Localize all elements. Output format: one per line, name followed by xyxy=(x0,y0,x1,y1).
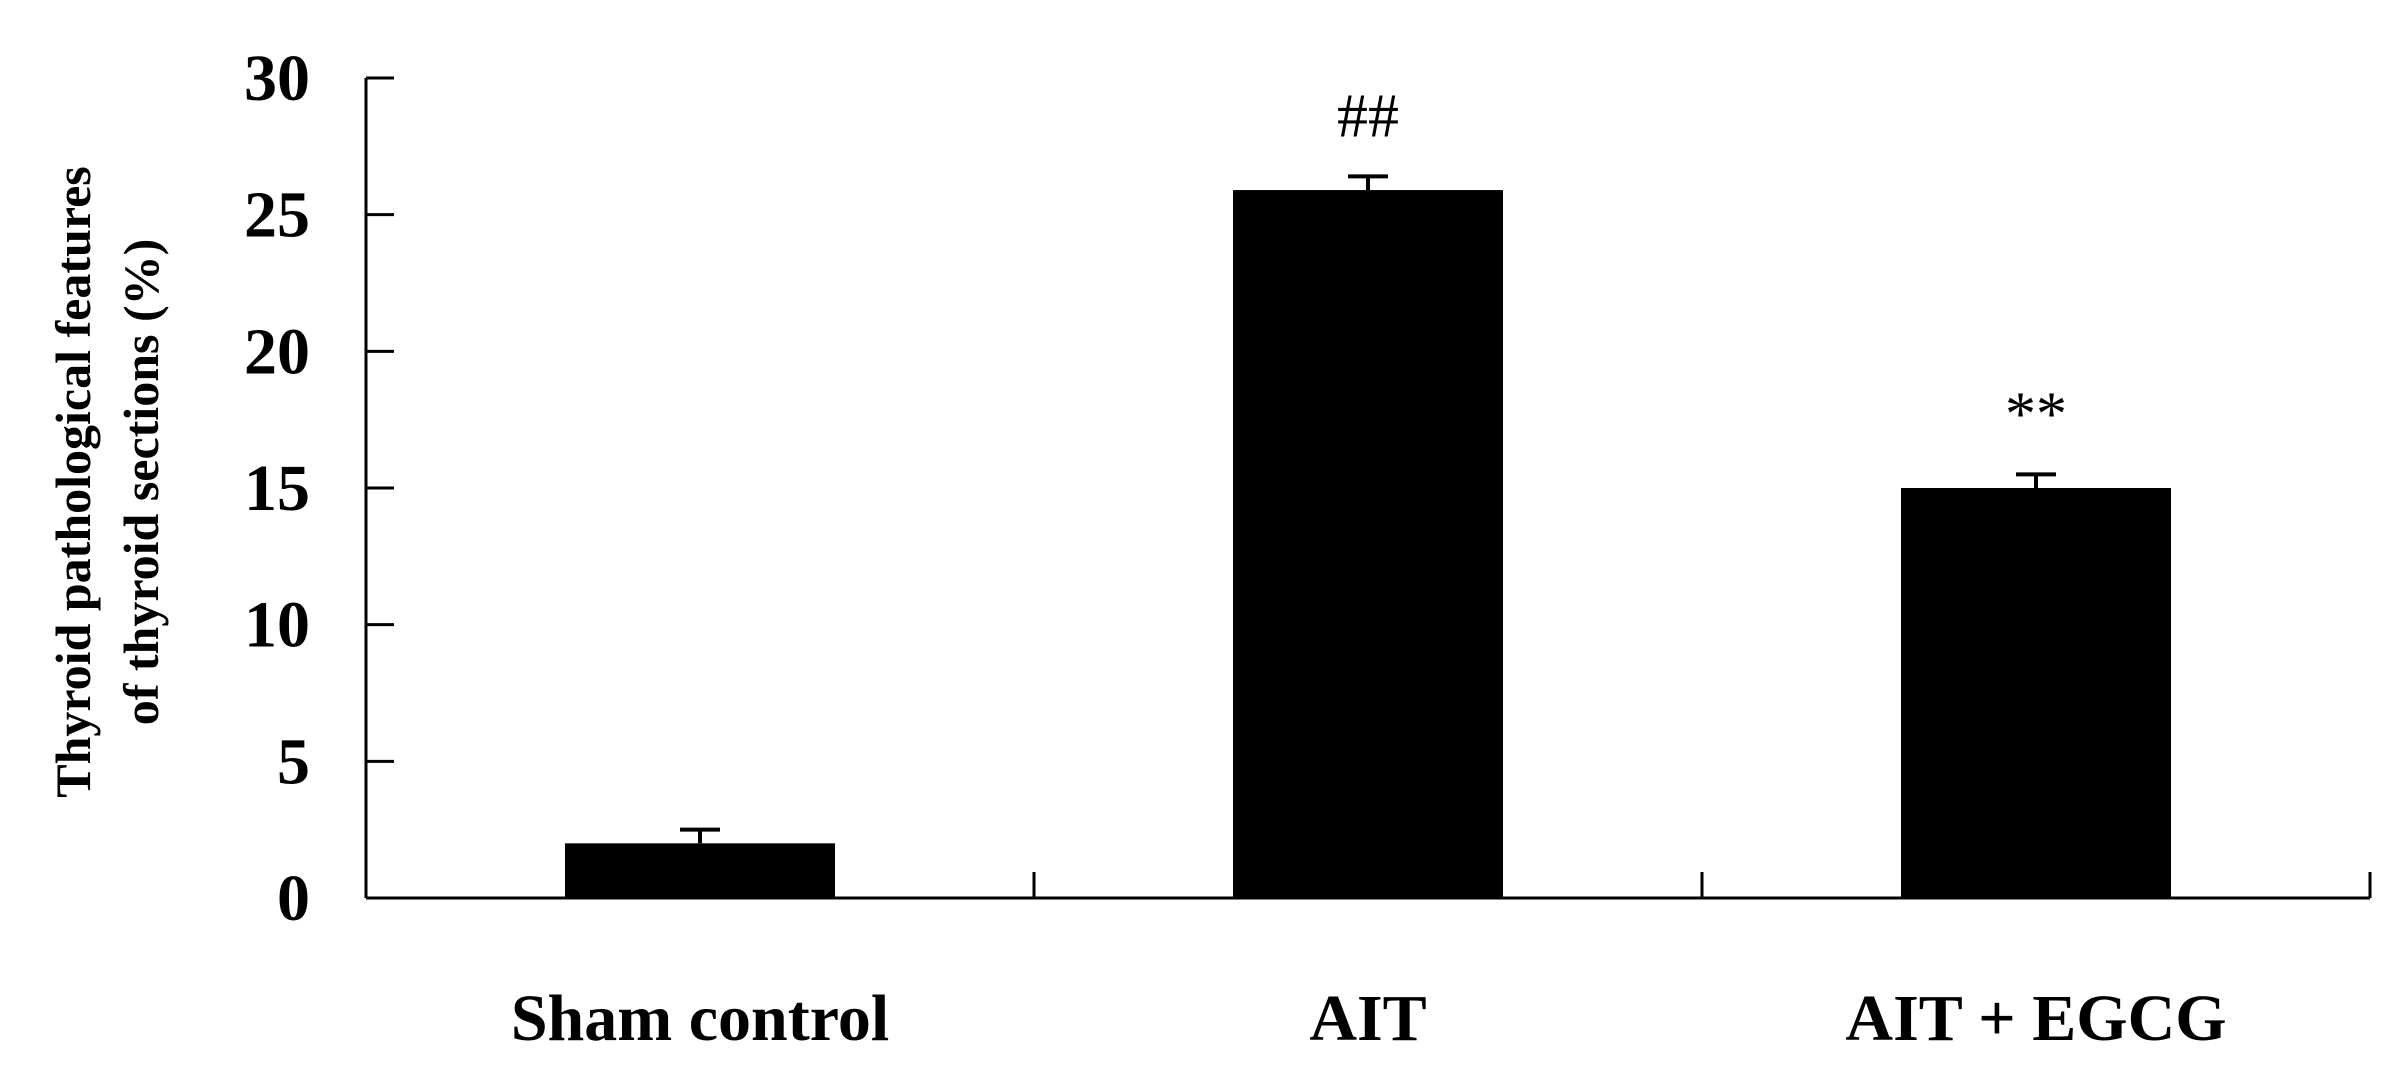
y-tick-label: 10 xyxy=(244,589,310,662)
y-axis-label-line-1: Thyroid pathological features xyxy=(45,166,101,798)
labels: Sham control ## AIT ** AIT + EGCG xyxy=(511,82,2227,1055)
bar xyxy=(1901,488,2171,898)
x-category-label: AIT + EGCG xyxy=(1845,982,2226,1055)
axes: 0 5 10 15 20 25 30 xyxy=(244,42,2372,935)
significance-annotation: ** xyxy=(2005,380,2067,448)
significance-annotation: ## xyxy=(1337,82,1399,150)
y-tick-label: 20 xyxy=(244,315,310,388)
bar xyxy=(565,843,835,898)
y-axis-label: Thyroid pathological features of thyroid… xyxy=(45,166,169,798)
y-tick-label: 25 xyxy=(244,179,310,252)
y-axis-label-line-2: of thyroid sections (%) xyxy=(113,239,169,726)
y-tick-label: 0 xyxy=(277,862,310,935)
y-tick-label: 5 xyxy=(277,725,310,798)
x-category-label: AIT xyxy=(1309,982,1426,1055)
y-tick-label: 15 xyxy=(244,452,310,525)
y-tick-label: 30 xyxy=(244,42,310,115)
x-category-label: Sham control xyxy=(511,982,889,1055)
bar xyxy=(1233,190,1503,899)
bars xyxy=(565,174,2171,899)
